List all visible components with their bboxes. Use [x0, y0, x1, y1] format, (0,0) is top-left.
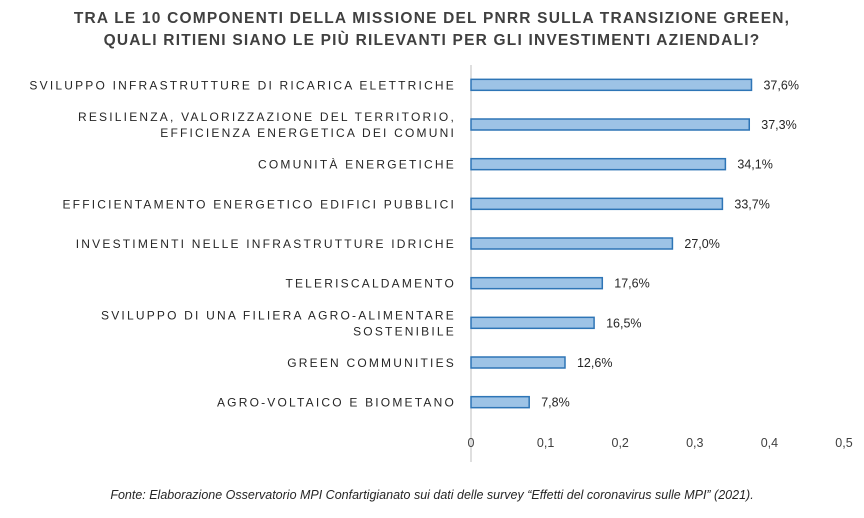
- bar-8: [470, 356, 566, 369]
- category-label-9: AGRO-VOLTAICO E BIOMETANO: [217, 396, 456, 410]
- category-label-8: GREEN COMMUNITIES: [287, 356, 456, 370]
- value-label-4: 33,7%: [734, 197, 769, 211]
- category-label-1: SVILUPPO INFRASTRUTTURE DI RICARICA ELET…: [29, 78, 456, 92]
- x-tick-label-5: 0,4: [761, 436, 778, 450]
- chart-title: TRA LE 10 COMPONENTI DELLA MISSIONE DEL …: [0, 8, 864, 52]
- x-tick-label-6: 0,5: [835, 436, 852, 450]
- chart-title-line-2: QUALI RITIENI SIANO LE PIÙ RILEVANTI PER…: [103, 32, 761, 49]
- category-label-2-line-2: EFFICIENZA ENERGETICA DEI COMUNI: [160, 126, 456, 140]
- x-tick-label-4: 0,3: [686, 436, 703, 450]
- category-label-3: COMUNITÀ ENERGETICHE: [258, 157, 456, 172]
- category-label-7-line-2: SOSTENIBILE: [353, 324, 456, 338]
- category-label-4: EFFICIENTAMENTO ENERGETICO EDIFICI PUBBL…: [62, 197, 456, 211]
- value-label-7: 16,5%: [606, 316, 641, 330]
- bar-4: [470, 197, 724, 211]
- bar-6: [470, 276, 604, 290]
- value-label-9: 7,8%: [541, 396, 570, 410]
- value-label-3: 34,1%: [737, 158, 772, 172]
- bar-1: [470, 78, 753, 92]
- x-tick-label-3: 0,2: [612, 436, 629, 450]
- bar-7: [470, 316, 595, 330]
- bar-2: [470, 118, 751, 131]
- x-tick-label-1: 0: [468, 436, 475, 450]
- bar-3: [470, 157, 727, 171]
- category-label-5: INVESTIMENTI NELLE INFRASTRUTTURE IDRICH…: [76, 237, 456, 251]
- value-label-6: 17,6%: [614, 277, 649, 291]
- value-label-1: 37,6%: [763, 78, 798, 92]
- source-note: Fonte: Elaborazione Osservatorio MPI Con…: [110, 488, 754, 502]
- value-label-2: 37,3%: [761, 118, 796, 132]
- category-label-2-line-1: RESILIENZA, VALORIZZAZIONE DEL TERRITORI…: [78, 110, 456, 124]
- bar-chart: 37,6% SVILUPPO INFRASTRUTTURE DI RICARICA…: [29, 65, 853, 462]
- value-label-5: 27,0%: [684, 237, 719, 251]
- category-label-6: TELERISCALDAMENTO: [285, 277, 456, 291]
- bar-5: [470, 237, 674, 250]
- category-label-7-line-1: SVILUPPO DI UNA FILIERA AGRO-ALIMENTARE: [101, 308, 456, 322]
- chart-title-line-1: TRA LE 10 COMPONENTI DELLA MISSIONE DEL …: [73, 10, 791, 27]
- x-tick-label-2: 0,1: [537, 436, 554, 450]
- bar-9: [470, 395, 530, 409]
- value-label-8: 12,6%: [577, 356, 612, 370]
